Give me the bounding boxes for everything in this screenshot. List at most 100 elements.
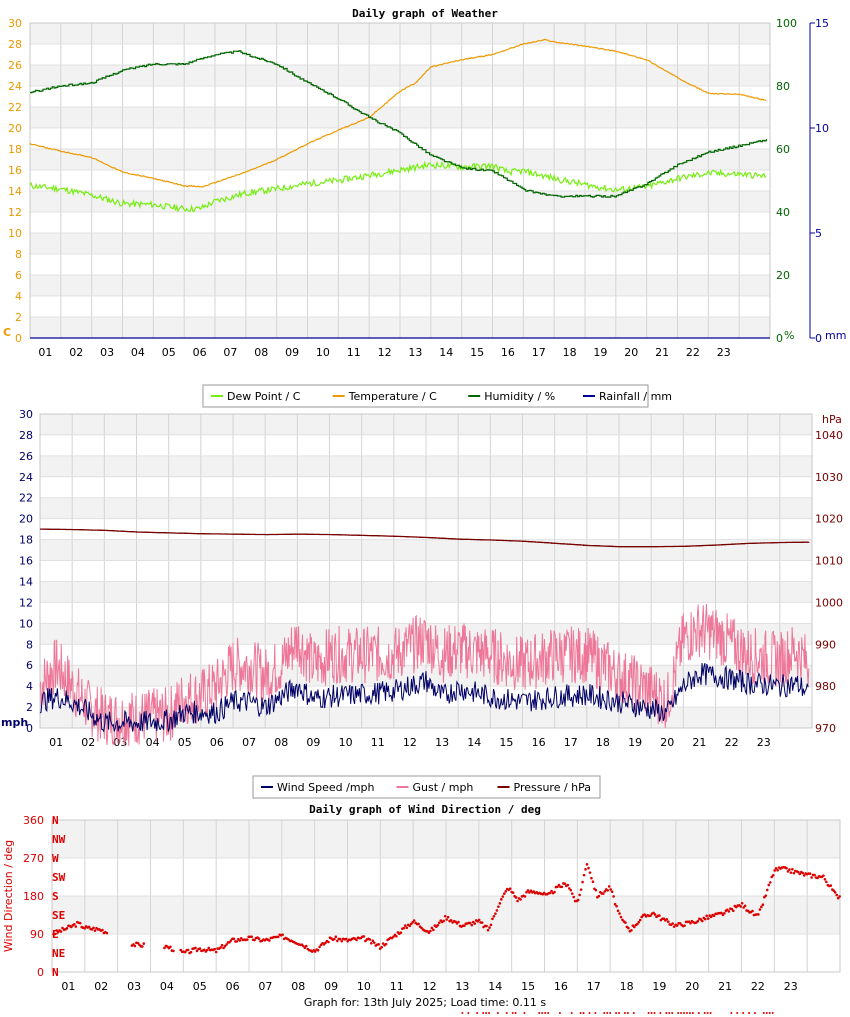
wind-direction-point bbox=[688, 1012, 691, 1014]
x-tick-label: 01 bbox=[38, 346, 52, 359]
y-left-tick-label: 20 bbox=[8, 122, 22, 135]
wind-direction-point bbox=[689, 921, 692, 925]
wind-direction-point bbox=[528, 891, 531, 894]
wind-direction-point bbox=[748, 1012, 751, 1014]
wind-direction-point bbox=[519, 898, 522, 901]
wind-direction-point bbox=[529, 889, 533, 892]
wind-direction-point bbox=[658, 914, 661, 917]
wind-direction-point bbox=[268, 939, 271, 942]
wind-direction-point bbox=[798, 872, 802, 876]
wind-direction-point bbox=[70, 925, 73, 929]
y-left-tick-label: 30 bbox=[8, 17, 22, 30]
y-right2-tick-label: 0 bbox=[815, 332, 822, 345]
y-left-tick-label: 0 bbox=[15, 332, 22, 345]
wind-direction-point bbox=[370, 941, 373, 945]
compass-label: NE bbox=[52, 947, 65, 960]
wind-direction-point bbox=[417, 922, 420, 926]
compass-label: W bbox=[52, 852, 59, 865]
x-tick-label: 19 bbox=[652, 980, 666, 993]
legend-label: Rainfall / mm bbox=[599, 390, 672, 403]
wind-direction-point bbox=[588, 1012, 591, 1014]
wind-direction-point bbox=[494, 912, 497, 915]
x-tick-label: 21 bbox=[692, 736, 706, 749]
compass-label: NW bbox=[52, 833, 66, 846]
wind-direction-point bbox=[78, 921, 82, 925]
y-left-tick-label: 20 bbox=[19, 513, 33, 526]
wind-direction-point bbox=[822, 874, 825, 877]
wind-direction-point bbox=[402, 926, 406, 930]
x-tick-label: 18 bbox=[620, 980, 634, 993]
wind-direction-point bbox=[613, 902, 617, 906]
wind-direction-point bbox=[333, 937, 336, 941]
wind-direction-point bbox=[823, 878, 827, 881]
wind-direction-point bbox=[637, 920, 641, 924]
x-tick-label: 03 bbox=[100, 346, 114, 359]
wind-direction-point bbox=[618, 912, 621, 915]
wind-direction-point bbox=[612, 895, 615, 898]
y-right-tick-label: 970 bbox=[815, 722, 836, 735]
x-tick-label: 11 bbox=[371, 736, 385, 749]
wind-direction-point bbox=[495, 909, 499, 912]
y-left-tick-label: 6 bbox=[26, 659, 33, 672]
y-right-tick-label: 1030 bbox=[815, 471, 843, 484]
x-tick-label: 15 bbox=[499, 736, 513, 749]
wind-direction-point bbox=[198, 947, 202, 950]
x-tick-label: 23 bbox=[717, 346, 731, 359]
wind-direction-point bbox=[87, 925, 91, 929]
x-tick-label: 15 bbox=[521, 980, 535, 993]
wind-direction-point bbox=[229, 939, 233, 942]
x-tick-label: 05 bbox=[162, 346, 176, 359]
wind-direction-point bbox=[594, 888, 598, 892]
wind-direction-point bbox=[709, 915, 713, 919]
y-left-tick-label: 10 bbox=[19, 617, 33, 630]
wind-direction-point bbox=[219, 946, 222, 949]
wind-direction-point bbox=[380, 945, 383, 949]
wind-direction-point bbox=[59, 930, 63, 933]
wind-direction-point bbox=[501, 895, 505, 898]
wind-direction-point bbox=[344, 937, 348, 941]
wind-direction-point bbox=[643, 913, 646, 916]
wind-direction-point bbox=[683, 1012, 686, 1014]
y-right-tick-label: 0 bbox=[776, 332, 783, 345]
y-tick-label: 270 bbox=[23, 852, 44, 865]
series-humidity-line bbox=[30, 50, 767, 198]
wind-direction-point bbox=[647, 1012, 650, 1014]
wind-direction-point bbox=[615, 904, 618, 908]
wind-direction-point bbox=[92, 926, 95, 930]
wind-direction-point bbox=[557, 883, 561, 887]
x-tick-label: 13 bbox=[455, 980, 469, 993]
wind-direction-point bbox=[514, 896, 518, 899]
wind-direction-point bbox=[207, 946, 211, 950]
wind-direction-point bbox=[485, 1012, 488, 1014]
wind-direction-point bbox=[773, 869, 776, 872]
wind-direction-point bbox=[223, 944, 227, 948]
y-right2-unit: mm bbox=[825, 329, 846, 342]
y-left-tick-label: 12 bbox=[19, 596, 33, 609]
x-tick-label: 23 bbox=[784, 980, 798, 993]
wind-direction-point bbox=[582, 1012, 585, 1014]
wind-direction-point bbox=[703, 917, 707, 921]
wind-direction-point bbox=[742, 906, 745, 909]
y-left-tick-label: 26 bbox=[19, 450, 33, 463]
compass-label: N bbox=[52, 814, 59, 827]
y-tick-label: 360 bbox=[23, 814, 44, 827]
x-tick-label: 04 bbox=[131, 346, 145, 359]
wind-direction-point bbox=[169, 945, 172, 949]
wind-direction-point bbox=[74, 925, 78, 928]
wind-direction-point bbox=[591, 880, 595, 884]
x-tick-label: 12 bbox=[378, 346, 392, 359]
wind-direction-point bbox=[740, 901, 744, 905]
wind-direction-point bbox=[340, 939, 344, 943]
wind-direction-point bbox=[792, 871, 796, 875]
wind-direction-point bbox=[607, 885, 611, 888]
compass-label: SW bbox=[52, 871, 66, 884]
wind-direction-point bbox=[238, 939, 242, 942]
wind-direction-point bbox=[581, 880, 584, 884]
wind-direction-point bbox=[697, 1012, 700, 1014]
wind-direction-point bbox=[408, 924, 412, 928]
wind-direction-point bbox=[381, 942, 385, 945]
wind-direction-point bbox=[377, 943, 380, 946]
wind-direction-point bbox=[606, 1012, 609, 1014]
wind-direction-point bbox=[281, 933, 284, 936]
chart1-title: Daily graph of Weather bbox=[352, 7, 498, 20]
